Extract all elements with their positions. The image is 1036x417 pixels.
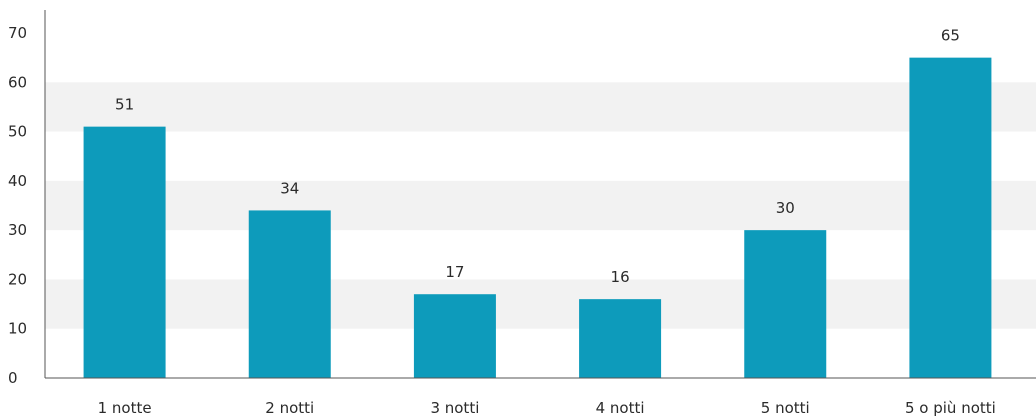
grid-bands bbox=[45, 82, 1036, 329]
y-tick-label: 50 bbox=[8, 123, 27, 141]
data-label: 17 bbox=[445, 263, 464, 281]
y-tick-label: 30 bbox=[8, 221, 27, 239]
data-label: 30 bbox=[776, 199, 795, 217]
y-tick-label: 20 bbox=[8, 270, 27, 288]
y-tick-label: 40 bbox=[8, 172, 27, 190]
bar bbox=[83, 126, 166, 379]
x-category-label: 5 notti bbox=[761, 399, 810, 417]
x-category-label: 2 notti bbox=[265, 399, 314, 417]
y-axis-ticks: 0 10 20 30 40 50 60 70 bbox=[8, 24, 27, 387]
grid-band bbox=[45, 279, 1036, 329]
y-tick-label: 70 bbox=[8, 24, 27, 42]
data-label: 65 bbox=[941, 27, 960, 45]
data-label: 34 bbox=[280, 179, 299, 197]
x-axis-labels: 1 notte 2 notti 3 notti 4 notti 5 notti 5 o p… bbox=[98, 399, 996, 417]
data-labels: 51 34 17 16 30 65 bbox=[115, 27, 960, 286]
x-category-label: 4 notti bbox=[596, 399, 645, 417]
grid-band bbox=[45, 82, 1036, 132]
bar bbox=[413, 294, 496, 378]
grid-band bbox=[45, 180, 1036, 231]
x-category-label: 3 notti bbox=[430, 399, 479, 417]
y-tick-label: 0 bbox=[8, 369, 18, 387]
x-category-label: 5 o più notti bbox=[905, 399, 996, 417]
y-tick-label: 10 bbox=[8, 320, 27, 338]
y-tick-label: 60 bbox=[8, 73, 27, 91]
data-label: 51 bbox=[115, 96, 134, 114]
bar bbox=[248, 210, 331, 378]
bar bbox=[744, 230, 827, 378]
x-category-label: 1 notte bbox=[98, 399, 152, 417]
bar bbox=[909, 57, 992, 379]
bar bbox=[579, 299, 662, 378]
data-label: 16 bbox=[611, 268, 630, 286]
bars bbox=[83, 57, 992, 379]
